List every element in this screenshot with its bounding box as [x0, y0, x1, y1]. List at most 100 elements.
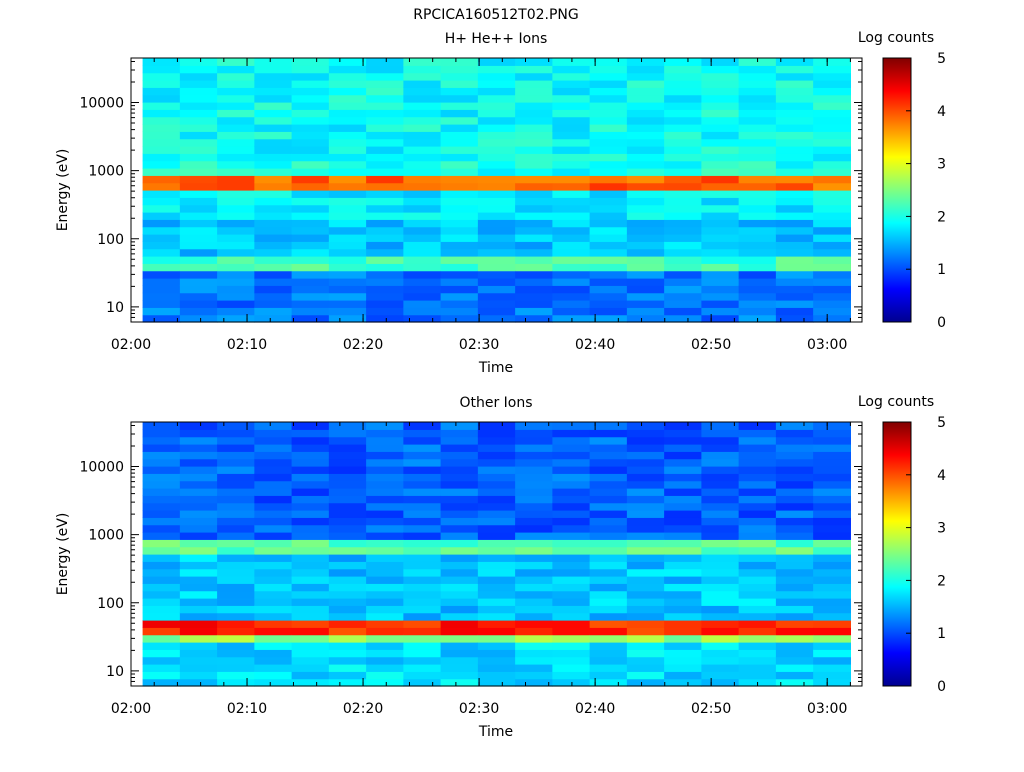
spectrogram-cell: [142, 270, 181, 279]
y-tick-label: 10000: [79, 96, 124, 112]
spectrogram-cell: [328, 510, 367, 518]
spectrogram-cell: [291, 605, 330, 614]
spectrogram-cell: [179, 190, 218, 198]
spectrogram-cell: [626, 422, 665, 430]
spectrogram-cell: [328, 649, 367, 658]
spectrogram-cell: [328, 436, 367, 445]
spectrogram-cell: [738, 256, 777, 264]
spectrogram-cell: [813, 124, 851, 132]
spectrogram-cell: [701, 561, 740, 570]
spectrogram-cell: [254, 451, 293, 460]
spectrogram-cell: [738, 278, 777, 286]
spectrogram-cell: [515, 285, 553, 294]
spectrogram-cell: [701, 620, 740, 628]
spectrogram-cell: [552, 94, 591, 103]
spectrogram-cell: [142, 590, 181, 599]
spectrogram-cell: [477, 168, 516, 176]
spectrogram-cell: [179, 510, 218, 518]
spectrogram-cell: [701, 510, 740, 518]
spectrogram-cell: [366, 175, 404, 184]
spectrogram-cell: [813, 190, 851, 198]
colorbar-tick-label: 0: [937, 315, 946, 331]
spectrogram-cell: [701, 248, 740, 257]
spectrogram-cell: [142, 436, 181, 445]
spectrogram-cell: [738, 444, 777, 452]
spectrogram-cell: [291, 116, 330, 125]
spectrogram-cell: [775, 546, 814, 555]
spectrogram-cell: [589, 605, 628, 614]
spectrogram-cell: [626, 627, 665, 636]
spectrogram-cell: [291, 307, 330, 316]
spectrogram-cell: [440, 554, 479, 562]
spectrogram-cell: [626, 292, 665, 301]
spectrogram-cell: [738, 182, 777, 191]
spectrogram-cell: [626, 65, 665, 74]
spectrogram-cell: [515, 116, 553, 125]
spectrogram-cell: [664, 524, 702, 533]
spectrogram-cell: [403, 197, 442, 206]
spectrogram-cell: [775, 656, 814, 665]
colorbar-label: Log counts: [858, 30, 934, 46]
spectrogram-cell: [440, 270, 479, 279]
spectrogram-cell: [366, 473, 404, 482]
spectrogram-cell: [142, 256, 181, 264]
spectrogram-cell: [775, 678, 814, 687]
spectrogram-cell: [813, 204, 851, 213]
spectrogram-cell: [477, 664, 516, 672]
spectrogram-cell: [664, 605, 702, 614]
spectrogram-cell: [477, 116, 516, 125]
spectrogram-cell: [477, 590, 516, 599]
spectrogram-cell: [738, 561, 777, 570]
spectrogram-cell: [403, 256, 442, 264]
spectrogram-cell: [440, 307, 479, 316]
spectrogram-cell: [366, 256, 404, 264]
spectrogram-cell: [291, 87, 330, 96]
colorbar-gradient: [882, 57, 912, 323]
spectrogram-cell: [328, 546, 367, 555]
spectrogram-cell: [403, 285, 442, 294]
spectrogram-cell: [328, 671, 367, 680]
spectrogram-cell: [701, 58, 740, 66]
spectrogram-cell: [701, 182, 740, 191]
spectrogram-cell: [254, 182, 293, 191]
panel-title: H+ He++ Ions: [445, 31, 548, 47]
spectrogram-cell: [664, 278, 702, 286]
spectrogram-cell: [254, 583, 293, 592]
spectrogram-cell: [477, 634, 516, 643]
spectrogram-cell: [477, 451, 516, 460]
spectrogram-cell: [366, 263, 404, 272]
plot-frame: [130, 421, 863, 687]
spectrogram-cell: [589, 285, 628, 294]
spectrogram-cell: [328, 583, 367, 592]
spectrogram-cell: [254, 212, 293, 220]
spectrogram-cell: [626, 642, 665, 650]
spectrogram-cell: [477, 212, 516, 220]
spectrogram-cell: [813, 539, 851, 548]
spectrogram-cell: [366, 488, 404, 496]
spectrogram-cell: [701, 204, 740, 213]
spectrogram-cell: [217, 664, 255, 672]
spectrogram-cell: [664, 263, 702, 272]
spectrogram-cell: [179, 436, 218, 445]
spectrogram-cell: [664, 664, 702, 672]
spectrogram-cell: [813, 248, 851, 257]
spectrogram-cell: [254, 204, 293, 213]
spectrogram-cell: [142, 204, 181, 213]
spectrogram-cell: [477, 554, 516, 562]
spectrogram-cell: [217, 502, 255, 511]
spectrogram-cell: [813, 300, 851, 308]
spectrogram-cell: [552, 131, 591, 140]
spectrogram-cell: [775, 160, 814, 169]
spectrogram-cell: [552, 58, 591, 66]
spectrogram-cell: [701, 292, 740, 301]
spectrogram-cell: [589, 212, 628, 220]
spectrogram-cell: [775, 671, 814, 680]
spectrogram-cell: [775, 292, 814, 301]
spectrogram-cell: [179, 649, 218, 658]
spectrogram-cell: [515, 248, 553, 257]
spectrogram-cell: [701, 314, 740, 323]
colorbar-label: Log counts: [858, 394, 934, 410]
spectrogram-cell: [775, 226, 814, 235]
spectrogram-cell: [664, 444, 702, 452]
spectrogram-cell: [664, 642, 702, 650]
